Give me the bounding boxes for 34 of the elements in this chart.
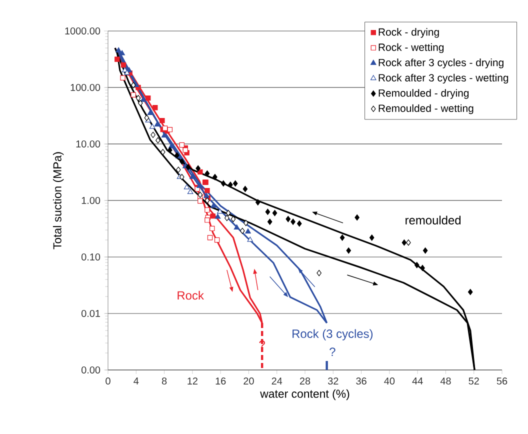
x-tick-label: 36: [356, 378, 366, 385]
x-tick-label: 16: [216, 378, 226, 385]
legend-label: Rock after 3 cycles - wetting: [378, 74, 508, 84]
legend-label: Remoulded - wetting: [378, 104, 474, 114]
annotation: ?: [330, 348, 336, 356]
x-tick-label: 24: [272, 378, 282, 384]
x-tick-label: 8: [162, 378, 167, 385]
x-axis-title: water content (%): [260, 389, 350, 400]
y-tick-label: 1000.00: [65, 27, 100, 35]
y-tick-label: 0.10: [81, 253, 100, 261]
x-tick-label: 12: [188, 378, 198, 384]
legend-label: Remoulded - drying: [378, 89, 469, 99]
y-axis-title: Total suction (MPa): [52, 152, 64, 250]
x-tick-label: 40: [384, 378, 395, 385]
y-tick-label: 100.00: [70, 84, 100, 92]
x-tick-label: 0: [106, 378, 110, 385]
y-tick-label: 0.01: [81, 310, 100, 318]
annotation: Rock: [178, 290, 204, 300]
annotation: remoulded: [406, 216, 461, 224]
x-tick-label: 32: [328, 378, 338, 385]
x-tick-label: 52: [468, 378, 479, 385]
x-tick-label: 56: [496, 378, 508, 385]
x-tick-label: 4: [134, 378, 139, 384]
x-tick-label: 20: [244, 378, 254, 385]
y-tick-label: 0.00: [81, 366, 100, 374]
legend-label: Rock after 3 cycles - drying: [378, 58, 504, 68]
x-tick-label: 28: [300, 378, 310, 385]
x-tick-label: 44: [412, 378, 423, 384]
legend-label: Rock - drying: [378, 28, 439, 38]
y-tick-label: 1.00: [82, 196, 100, 204]
y-tick-label: 10.00: [76, 140, 100, 148]
annotation: Rock (3 cycles): [292, 329, 373, 340]
legend-label: Rock - wetting: [378, 43, 444, 54]
x-tick-label: 48: [440, 378, 451, 385]
